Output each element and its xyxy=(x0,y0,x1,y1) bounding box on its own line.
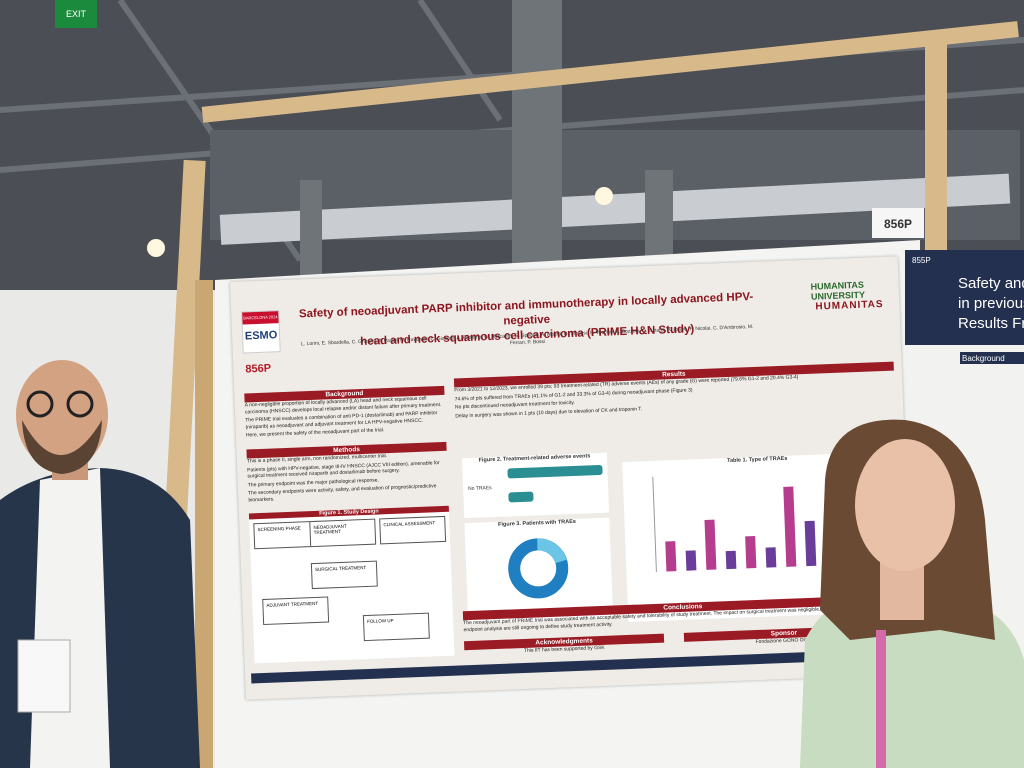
donut-segment xyxy=(537,538,567,564)
bar-shape xyxy=(725,550,737,570)
next-poster-header xyxy=(905,250,1024,345)
board-sign xyxy=(872,208,924,238)
fringe xyxy=(850,428,960,470)
next-poster-section xyxy=(960,352,1024,364)
beard xyxy=(22,420,102,474)
next-poster-title: in previously xyxy=(958,295,1024,312)
spotlight xyxy=(595,187,613,205)
spotlight xyxy=(147,239,165,257)
skylight xyxy=(219,173,1011,245)
figure-2-chart: No TRAEs xyxy=(468,464,603,503)
row-label: No TRAEs xyxy=(468,485,492,492)
next-poster-title: Safety and E xyxy=(958,275,1024,292)
glasses xyxy=(66,390,94,418)
board-number: 856P xyxy=(884,217,912,231)
next-board-number: 855P xyxy=(912,256,931,265)
bar-shape xyxy=(804,520,817,567)
bar-shape xyxy=(508,491,534,503)
next-poster-title: Results From xyxy=(958,315,1024,332)
donut-ring xyxy=(508,538,569,599)
figure-3-chart xyxy=(508,538,569,599)
pillar xyxy=(645,170,673,260)
bar-shape xyxy=(765,547,777,568)
next-poster-section-heading: Background xyxy=(962,354,1005,363)
bar-shape xyxy=(685,550,697,571)
exit-text: EXIT xyxy=(66,9,87,19)
glasses xyxy=(26,390,54,418)
shirt xyxy=(30,468,110,768)
blazer xyxy=(800,598,1024,768)
figure-3: Figure 3. Patients with TRAEs xyxy=(464,517,614,624)
badge xyxy=(17,639,71,713)
woman xyxy=(800,419,1024,768)
pillar xyxy=(300,180,322,280)
figure-2: Figure 2. Treatment-related adverse even… xyxy=(461,452,610,519)
face xyxy=(855,439,955,571)
man xyxy=(0,360,200,768)
exit-sign xyxy=(55,0,97,28)
pillar xyxy=(512,0,562,265)
bar-shape xyxy=(745,536,757,569)
bar-shape xyxy=(704,519,717,570)
lanyard xyxy=(876,630,886,768)
bar-shape xyxy=(665,541,677,572)
easel-beam xyxy=(201,21,1019,123)
bar-shape xyxy=(783,486,797,567)
bar-shape xyxy=(507,464,603,479)
axis-line xyxy=(652,476,657,572)
easel-post xyxy=(195,280,213,768)
head xyxy=(16,360,108,470)
